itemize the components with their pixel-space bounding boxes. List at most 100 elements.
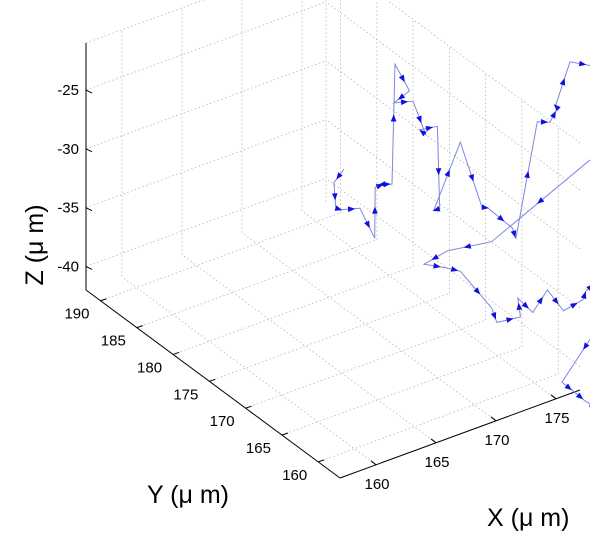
grid-line-sidewall-z [325, 60, 581, 250]
trajectory-arrow [450, 266, 459, 272]
x-tick-label: 170 [484, 432, 509, 449]
y-tick-label: 175 [173, 386, 198, 403]
trajectory-arrow [347, 206, 356, 213]
grid-line-backwall-z [85, 119, 327, 209]
trajectory-arrow [383, 181, 391, 188]
trajectory-arrow [553, 104, 561, 112]
grid-line-floor-x [181, 254, 437, 444]
z-tick-mark [85, 148, 93, 153]
z-tick-mark [85, 207, 93, 212]
trajectory-arrow [536, 296, 543, 305]
trajectory-arrow [416, 115, 422, 124]
trajectory-arrow [468, 173, 474, 182]
y-tick-label: 180 [137, 359, 162, 376]
trajectory-arrow [431, 254, 439, 261]
y-axis-line [85, 289, 341, 479]
grid-line-floor-x [121, 276, 377, 466]
z-tick-label: -30 [57, 141, 79, 158]
grid-line-sidewall-z [325, 178, 581, 367]
x-tick-mark [370, 460, 377, 466]
y-tick-label: 190 [64, 306, 89, 323]
z-tick-mark [85, 266, 93, 270]
trajectory-arrow [524, 170, 530, 179]
x-tick-mark [490, 416, 497, 422]
grid-lines [85, 0, 581, 466]
trajectory-arrow [550, 110, 556, 119]
trajectory-arrow [580, 291, 587, 300]
trajectory-arrow [372, 206, 378, 214]
trajectory-arrow [334, 205, 343, 211]
trajectory-arrow [516, 302, 523, 311]
tick-labels: 160 165 170 175 160 165 170 175 180 185 190 -40 -35 -… [57, 82, 569, 493]
grid-line-backwall-z [85, 1, 327, 91]
trajectory-arrow [540, 119, 549, 125]
y-tick-mark [100, 298, 107, 302]
trajectory-arrow [364, 220, 370, 229]
x-tick-label: 175 [544, 410, 569, 427]
trajectory-arrow [551, 297, 559, 305]
grid-line-floor-y [136, 239, 377, 328]
axes-box [85, 43, 581, 479]
trajectory-arrow [336, 172, 343, 180]
grid-line-floor-y [318, 373, 559, 463]
z-tick-label: -35 [57, 200, 79, 217]
y-tick-label: 185 [101, 333, 126, 350]
trajectory-arrow [537, 197, 545, 204]
grid-line-floor-y [281, 346, 523, 436]
x-axis-line [339, 389, 581, 479]
y-tick-mark [245, 405, 252, 409]
trajectory-arrow [481, 204, 489, 210]
grid-line-floor-y [245, 319, 486, 409]
x-tick-mark [430, 438, 437, 444]
x-tick-label: 160 [364, 476, 389, 493]
y-tick-mark [281, 432, 289, 436]
grid-line-floor-y [209, 292, 450, 382]
x-tick-label: 165 [424, 454, 449, 471]
trajectory-arrow [390, 114, 397, 122]
trajectory-arrow [432, 205, 441, 212]
trajectory-arrow [419, 129, 427, 137]
x-tick-mark [550, 394, 557, 400]
trajectory-arrow [570, 302, 578, 309]
grid-line-top-side [386, 0, 581, 144]
y-tick-label: 160 [282, 467, 307, 484]
trajectory-arrow [564, 383, 572, 391]
trajectory-arrow [398, 74, 405, 83]
grid-line-floor-y [172, 266, 414, 355]
trajectory-arrow [473, 287, 481, 295]
y-tick-mark [136, 325, 143, 329]
y-tick-mark [318, 459, 325, 463]
y-tick-label: 170 [210, 413, 235, 430]
x-axis-label: X (μ m) [487, 504, 569, 532]
trajectory-arrow [521, 301, 529, 309]
trajectory-arrow [506, 317, 514, 323]
z-tick-label: -25 [57, 82, 79, 99]
trajectory-arrow [559, 78, 566, 86]
trajectory-arrow [490, 311, 497, 320]
grid-line-backwall-z [85, 60, 327, 150]
trajectory-arrow [463, 243, 472, 249]
y-tick-mark [209, 378, 216, 382]
trajectory-arrow [435, 168, 442, 176]
trajectory-arrow [400, 99, 409, 106]
grid-line-backwall-z [85, 178, 327, 267]
trajectory-arrow [575, 392, 584, 400]
trajectory-series [331, 60, 590, 407]
trajectory-arrow [496, 214, 505, 222]
trajectory-arrow [397, 93, 406, 100]
trajectory-arrow [583, 342, 590, 350]
trajectory-arrow [510, 230, 517, 238]
trajectory-arrow [331, 193, 338, 201]
grid-line-sidewall-z [325, 119, 581, 308]
trajectory-arrow [444, 169, 450, 178]
trajectory-arrow [433, 262, 441, 269]
z-axis-label: Z (μ m) [21, 204, 49, 285]
y-axis-label: Y (μ m) [147, 481, 229, 509]
grid-line-floor-x [301, 210, 557, 400]
z-tick-label: -40 [57, 258, 79, 275]
y-tick-mark [172, 351, 180, 355]
grid-line-floor-y [100, 212, 341, 302]
z-tick-mark [85, 89, 93, 94]
trajectory-arrow [425, 125, 434, 132]
